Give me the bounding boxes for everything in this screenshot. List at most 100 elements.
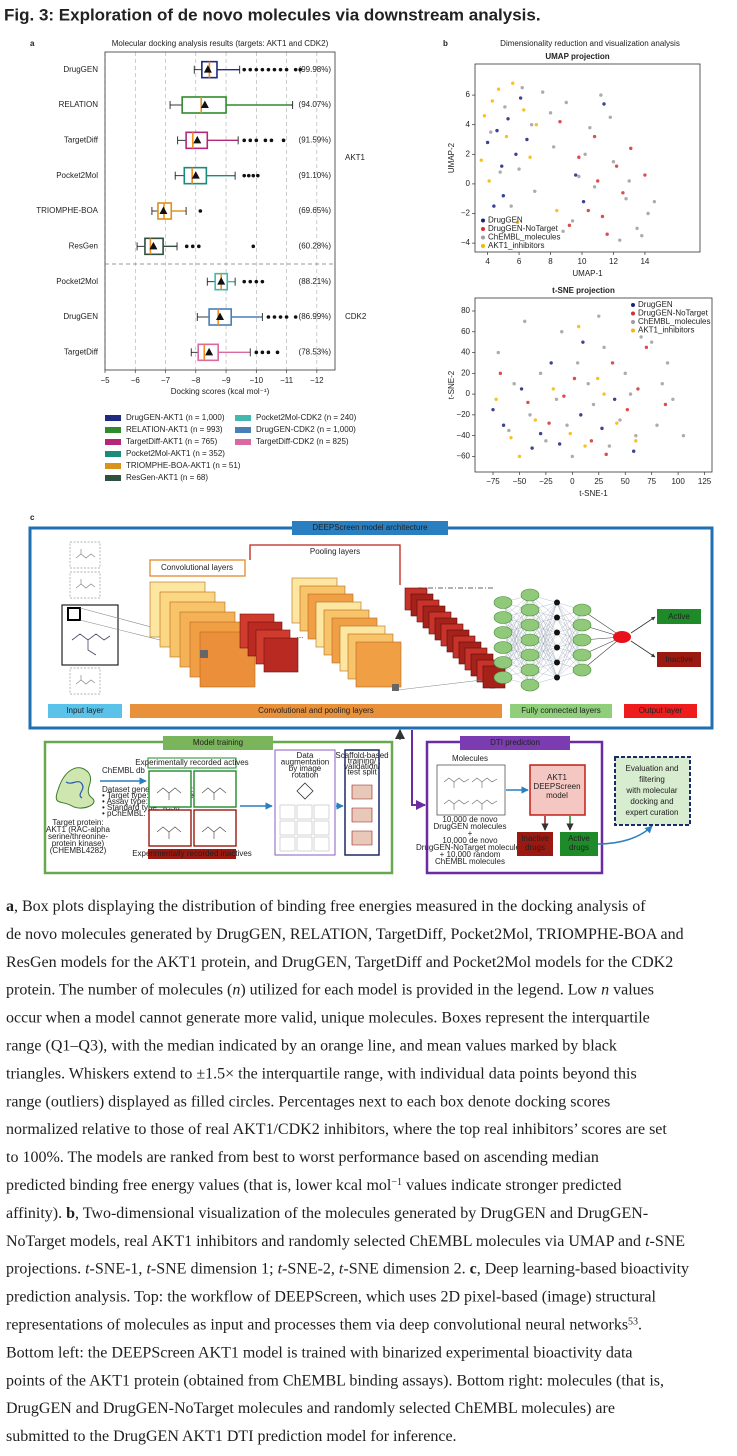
evaluation-text: Evaluation and bbox=[626, 764, 679, 773]
point bbox=[623, 371, 627, 376]
point bbox=[551, 387, 555, 391]
point bbox=[489, 130, 493, 134]
legend-label: ChEMBL_molecules bbox=[638, 317, 710, 326]
plot-frame bbox=[474, 63, 701, 253]
x-axis-label: t-SNE-1 bbox=[579, 489, 608, 498]
legend-label: DrugGEN-AKT1 (n = 1,000) bbox=[126, 413, 225, 422]
layer-bar bbox=[48, 704, 122, 718]
target-id: (CHEMBL4282) bbox=[50, 846, 107, 855]
caption-text: values bbox=[609, 982, 654, 999]
inactive-drugs-text: drugs bbox=[525, 843, 545, 852]
target-text: Target protein: bbox=[52, 818, 103, 827]
point bbox=[482, 114, 487, 118]
caption-line: submitted to the DrugGEN AKT1 DTI predic… bbox=[6, 1428, 457, 1445]
mean-marker bbox=[193, 135, 202, 144]
caption-text: predicted binding free energy values (th… bbox=[6, 1177, 392, 1194]
point bbox=[597, 314, 601, 318]
molecule-sketch bbox=[156, 826, 182, 839]
y-tick-label: −2 bbox=[461, 209, 471, 218]
plot-frame bbox=[104, 51, 336, 371]
legend-label: TRIOMPHE-BOA-AKT1 (n = 51) bbox=[126, 461, 241, 470]
pool-label-line bbox=[249, 544, 401, 585]
layer-bar-label: Input layer bbox=[66, 706, 104, 715]
point bbox=[518, 96, 523, 100]
figure-title: Fig. 3: Exploration of de novo molecules… bbox=[4, 5, 541, 24]
legend-label: AKT1_inhibitors bbox=[488, 241, 544, 250]
point bbox=[501, 194, 506, 198]
chart-title: Molecular docking analysis results (targ… bbox=[112, 39, 329, 48]
protein-sketch bbox=[55, 767, 95, 809]
header-text: Model training bbox=[193, 738, 243, 747]
legend-label: Pocket2Mol-AKT1 (n = 352) bbox=[126, 449, 225, 458]
point bbox=[610, 361, 615, 365]
evaluation-text: filtering bbox=[639, 775, 665, 784]
point bbox=[514, 152, 518, 156]
caption-text: . bbox=[638, 1317, 642, 1334]
point bbox=[557, 442, 562, 446]
point bbox=[498, 371, 503, 376]
molecule-sketch bbox=[75, 549, 96, 559]
caption-line: Bottom left: the DEEPScreen AKT1 model i… bbox=[6, 1344, 633, 1361]
y-tick-label: 6 bbox=[466, 90, 471, 99]
point bbox=[494, 397, 498, 401]
caption-text: submitted to the DrugGEN AKT1 DTI predic… bbox=[6, 1428, 457, 1445]
inputs-text: DrugGEN molecules bbox=[434, 822, 507, 831]
category-label: TargetDiff bbox=[64, 135, 99, 144]
neuron bbox=[520, 588, 540, 602]
thumbnail bbox=[69, 571, 101, 599]
outlier bbox=[256, 173, 260, 178]
point bbox=[573, 173, 578, 177]
legend-label: TargetDiff-AKT1 (n = 765) bbox=[126, 437, 218, 446]
stride-window bbox=[200, 650, 208, 658]
point bbox=[501, 423, 506, 427]
legend-label: TargetDiff-CDK2 (n = 825) bbox=[256, 437, 349, 446]
point bbox=[562, 394, 566, 398]
point bbox=[602, 345, 606, 350]
point bbox=[564, 100, 568, 105]
point bbox=[625, 407, 630, 412]
neuron bbox=[520, 618, 540, 632]
point bbox=[492, 204, 496, 208]
molecule-sketch bbox=[443, 777, 470, 788]
connection bbox=[502, 639, 531, 678]
outlier bbox=[242, 138, 247, 143]
point bbox=[565, 423, 569, 427]
score-annotation: (86.99%) bbox=[299, 312, 332, 321]
molecule-sketch bbox=[443, 799, 470, 810]
y-tick-label: 20 bbox=[461, 368, 470, 377]
x-tick-label: 0 bbox=[570, 477, 575, 486]
connection bbox=[529, 602, 558, 641]
point bbox=[600, 426, 604, 431]
point bbox=[671, 397, 675, 401]
caption-text: points of the AKT1 protein (obtained fro… bbox=[6, 1372, 664, 1389]
inputs-text: DrugGEN-NoTarget molecules bbox=[416, 843, 524, 852]
legend-label: ResGen-AKT1 (n = 68) bbox=[126, 473, 208, 482]
rotated-image bbox=[279, 804, 296, 820]
connector bbox=[411, 730, 426, 810]
point bbox=[570, 454, 575, 459]
outlier bbox=[198, 209, 203, 213]
layer-bar-label: Convolutional and pooling layers bbox=[258, 706, 374, 715]
caption-line: ResGen models for the AKT1 protein, and … bbox=[6, 954, 673, 971]
outlier bbox=[242, 279, 247, 284]
neuron bbox=[572, 603, 592, 617]
point bbox=[503, 105, 507, 109]
legend-marker bbox=[631, 303, 635, 307]
input-image bbox=[61, 604, 119, 666]
point bbox=[636, 387, 640, 391]
example-image bbox=[148, 770, 192, 808]
legend-marker bbox=[481, 227, 485, 231]
caption-line: projections. t-SNE-1, t-SNE dimension 1;… bbox=[6, 1261, 689, 1278]
outlier bbox=[260, 67, 265, 72]
legend-label: Pocket2Mol-CDK2 (n = 240) bbox=[256, 413, 357, 422]
x-tick-label: −10 bbox=[250, 376, 264, 385]
panel-label: b bbox=[443, 39, 448, 48]
y-tick-label: 4 bbox=[466, 120, 471, 129]
caption-text: t bbox=[146, 1261, 151, 1278]
caption-text: t bbox=[339, 1261, 344, 1278]
point bbox=[526, 400, 530, 405]
connection bbox=[581, 636, 623, 671]
target-text: serine/threonine- bbox=[48, 832, 108, 841]
inactive-label: Inactive bbox=[665, 655, 693, 664]
outlier bbox=[272, 67, 277, 72]
